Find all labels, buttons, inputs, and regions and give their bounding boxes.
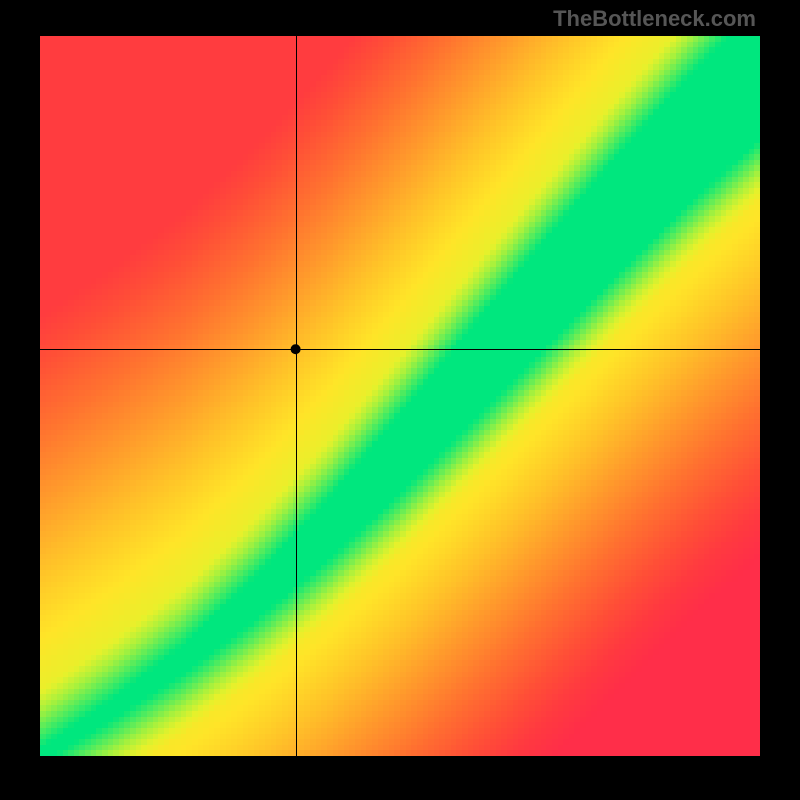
bottleneck-heatmap [40,36,760,756]
chart-container: { "watermark": { "text": "TheBottleneck.… [0,0,800,800]
watermark-text: TheBottleneck.com [553,6,756,32]
